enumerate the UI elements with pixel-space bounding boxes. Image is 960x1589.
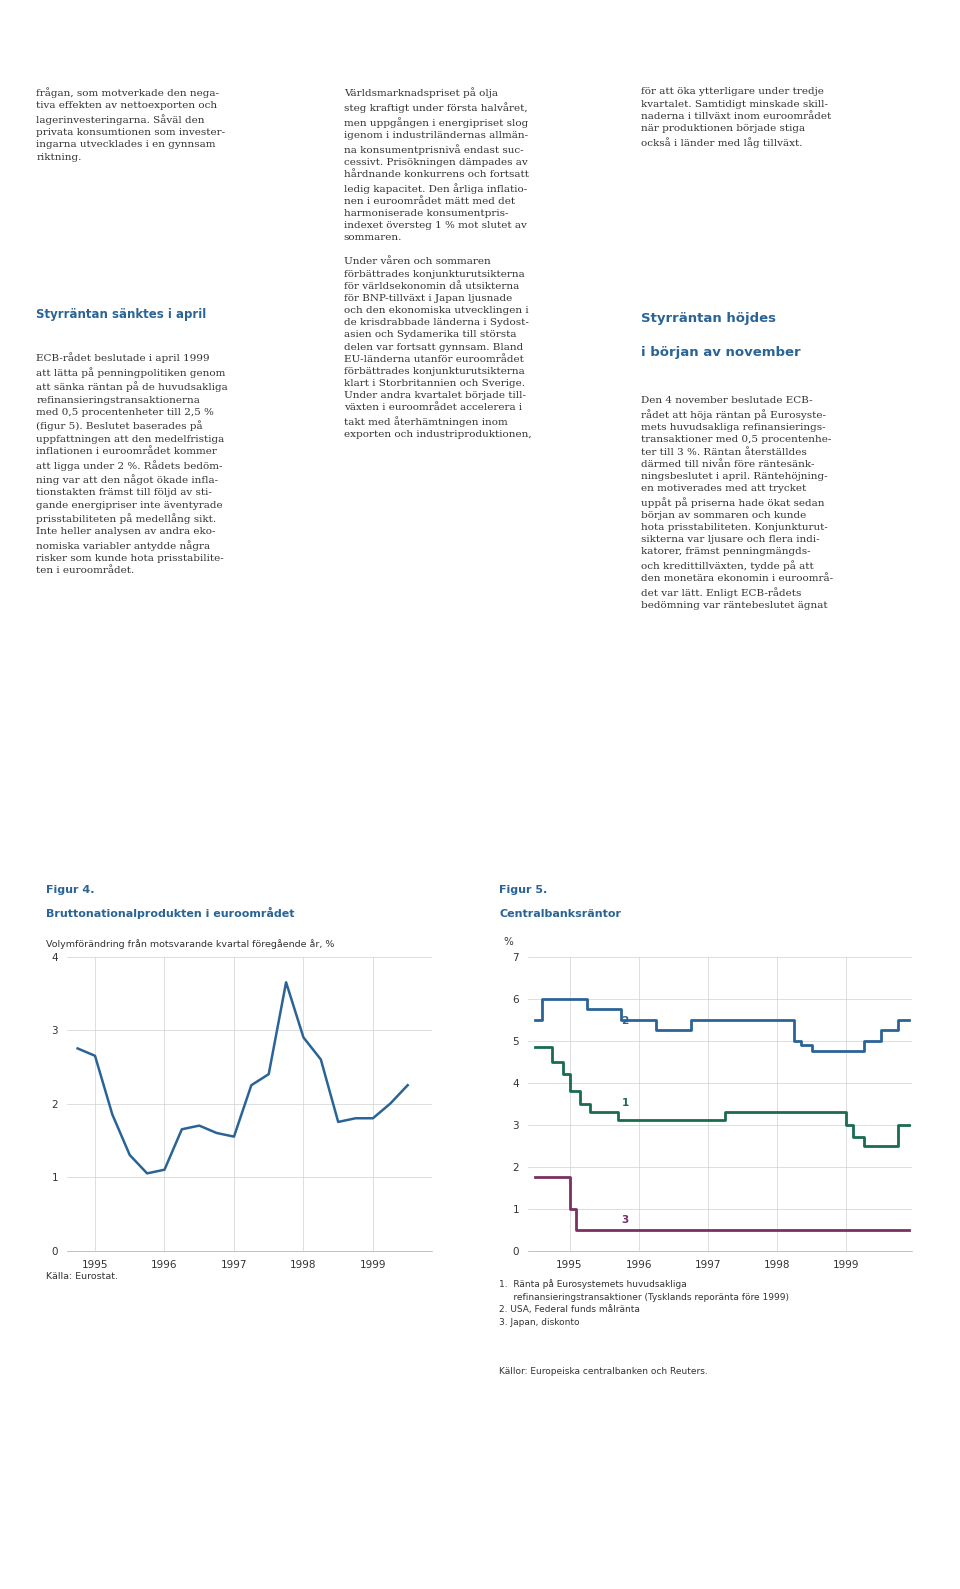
Text: 1: 1 <box>621 1098 629 1108</box>
Text: 15: 15 <box>922 1552 941 1565</box>
Text: Styrräntan sänktes i april: Styrräntan sänktes i april <box>36 308 206 321</box>
Text: 3: 3 <box>621 1216 629 1225</box>
Text: frågan, som motverkade den nega-
tiva effekten av nettoexporten och
lagerinveste: frågan, som motverkade den nega- tiva ef… <box>36 87 226 162</box>
Text: Årsberättelse 1999: Årsberättelse 1999 <box>19 1552 170 1565</box>
Text: Källa: Eurostat.: Källa: Eurostat. <box>46 1273 118 1281</box>
Text: ECB-rådet beslutade i april 1999
att lätta på penningpolitiken genom
att sänka r: ECB-rådet beslutade i april 1999 att lät… <box>36 353 228 575</box>
Text: Figur 4.: Figur 4. <box>46 885 95 895</box>
Text: Volymförändring från motsvarande kvartal föregående år, %: Volymförändring från motsvarande kvartal… <box>46 939 334 949</box>
Text: Figur 5.: Figur 5. <box>499 885 547 895</box>
Text: Världsmarknadspriset på olja
steg kraftigt under första halvåret,
men uppgången : Världsmarknadspriset på olja steg krafti… <box>344 87 531 439</box>
Text: för att öka ytterligare under tredje
kvartalet. Samtidigt minskade skill-
nadern: för att öka ytterligare under tredje kva… <box>641 87 831 148</box>
Text: Bruttonationalprodukten i euroområdet: Bruttonationalprodukten i euroområdet <box>46 907 295 918</box>
Text: Centralbanksräntor: Centralbanksräntor <box>499 909 621 918</box>
Text: Styrräntan höjdes: Styrräntan höjdes <box>641 311 777 326</box>
Text: %: % <box>503 938 513 947</box>
Text: i början av november: i början av november <box>641 346 801 359</box>
Text: Källor: Europeiska centralbanken och Reuters.: Källor: Europeiska centralbanken och Reu… <box>499 1367 708 1376</box>
Text: 1.  Ränta på Eurosystemets huvudsakliga
     refinansieringstransaktioner (Tyskl: 1. Ränta på Eurosystemets huvudsakliga r… <box>499 1279 789 1327</box>
Text: Den 4 november beslutade ECB-
rådet att höja räntan på Eurosyste-
mets huvudsakl: Den 4 november beslutade ECB- rådet att … <box>641 396 833 610</box>
Text: 2: 2 <box>621 1015 629 1026</box>
